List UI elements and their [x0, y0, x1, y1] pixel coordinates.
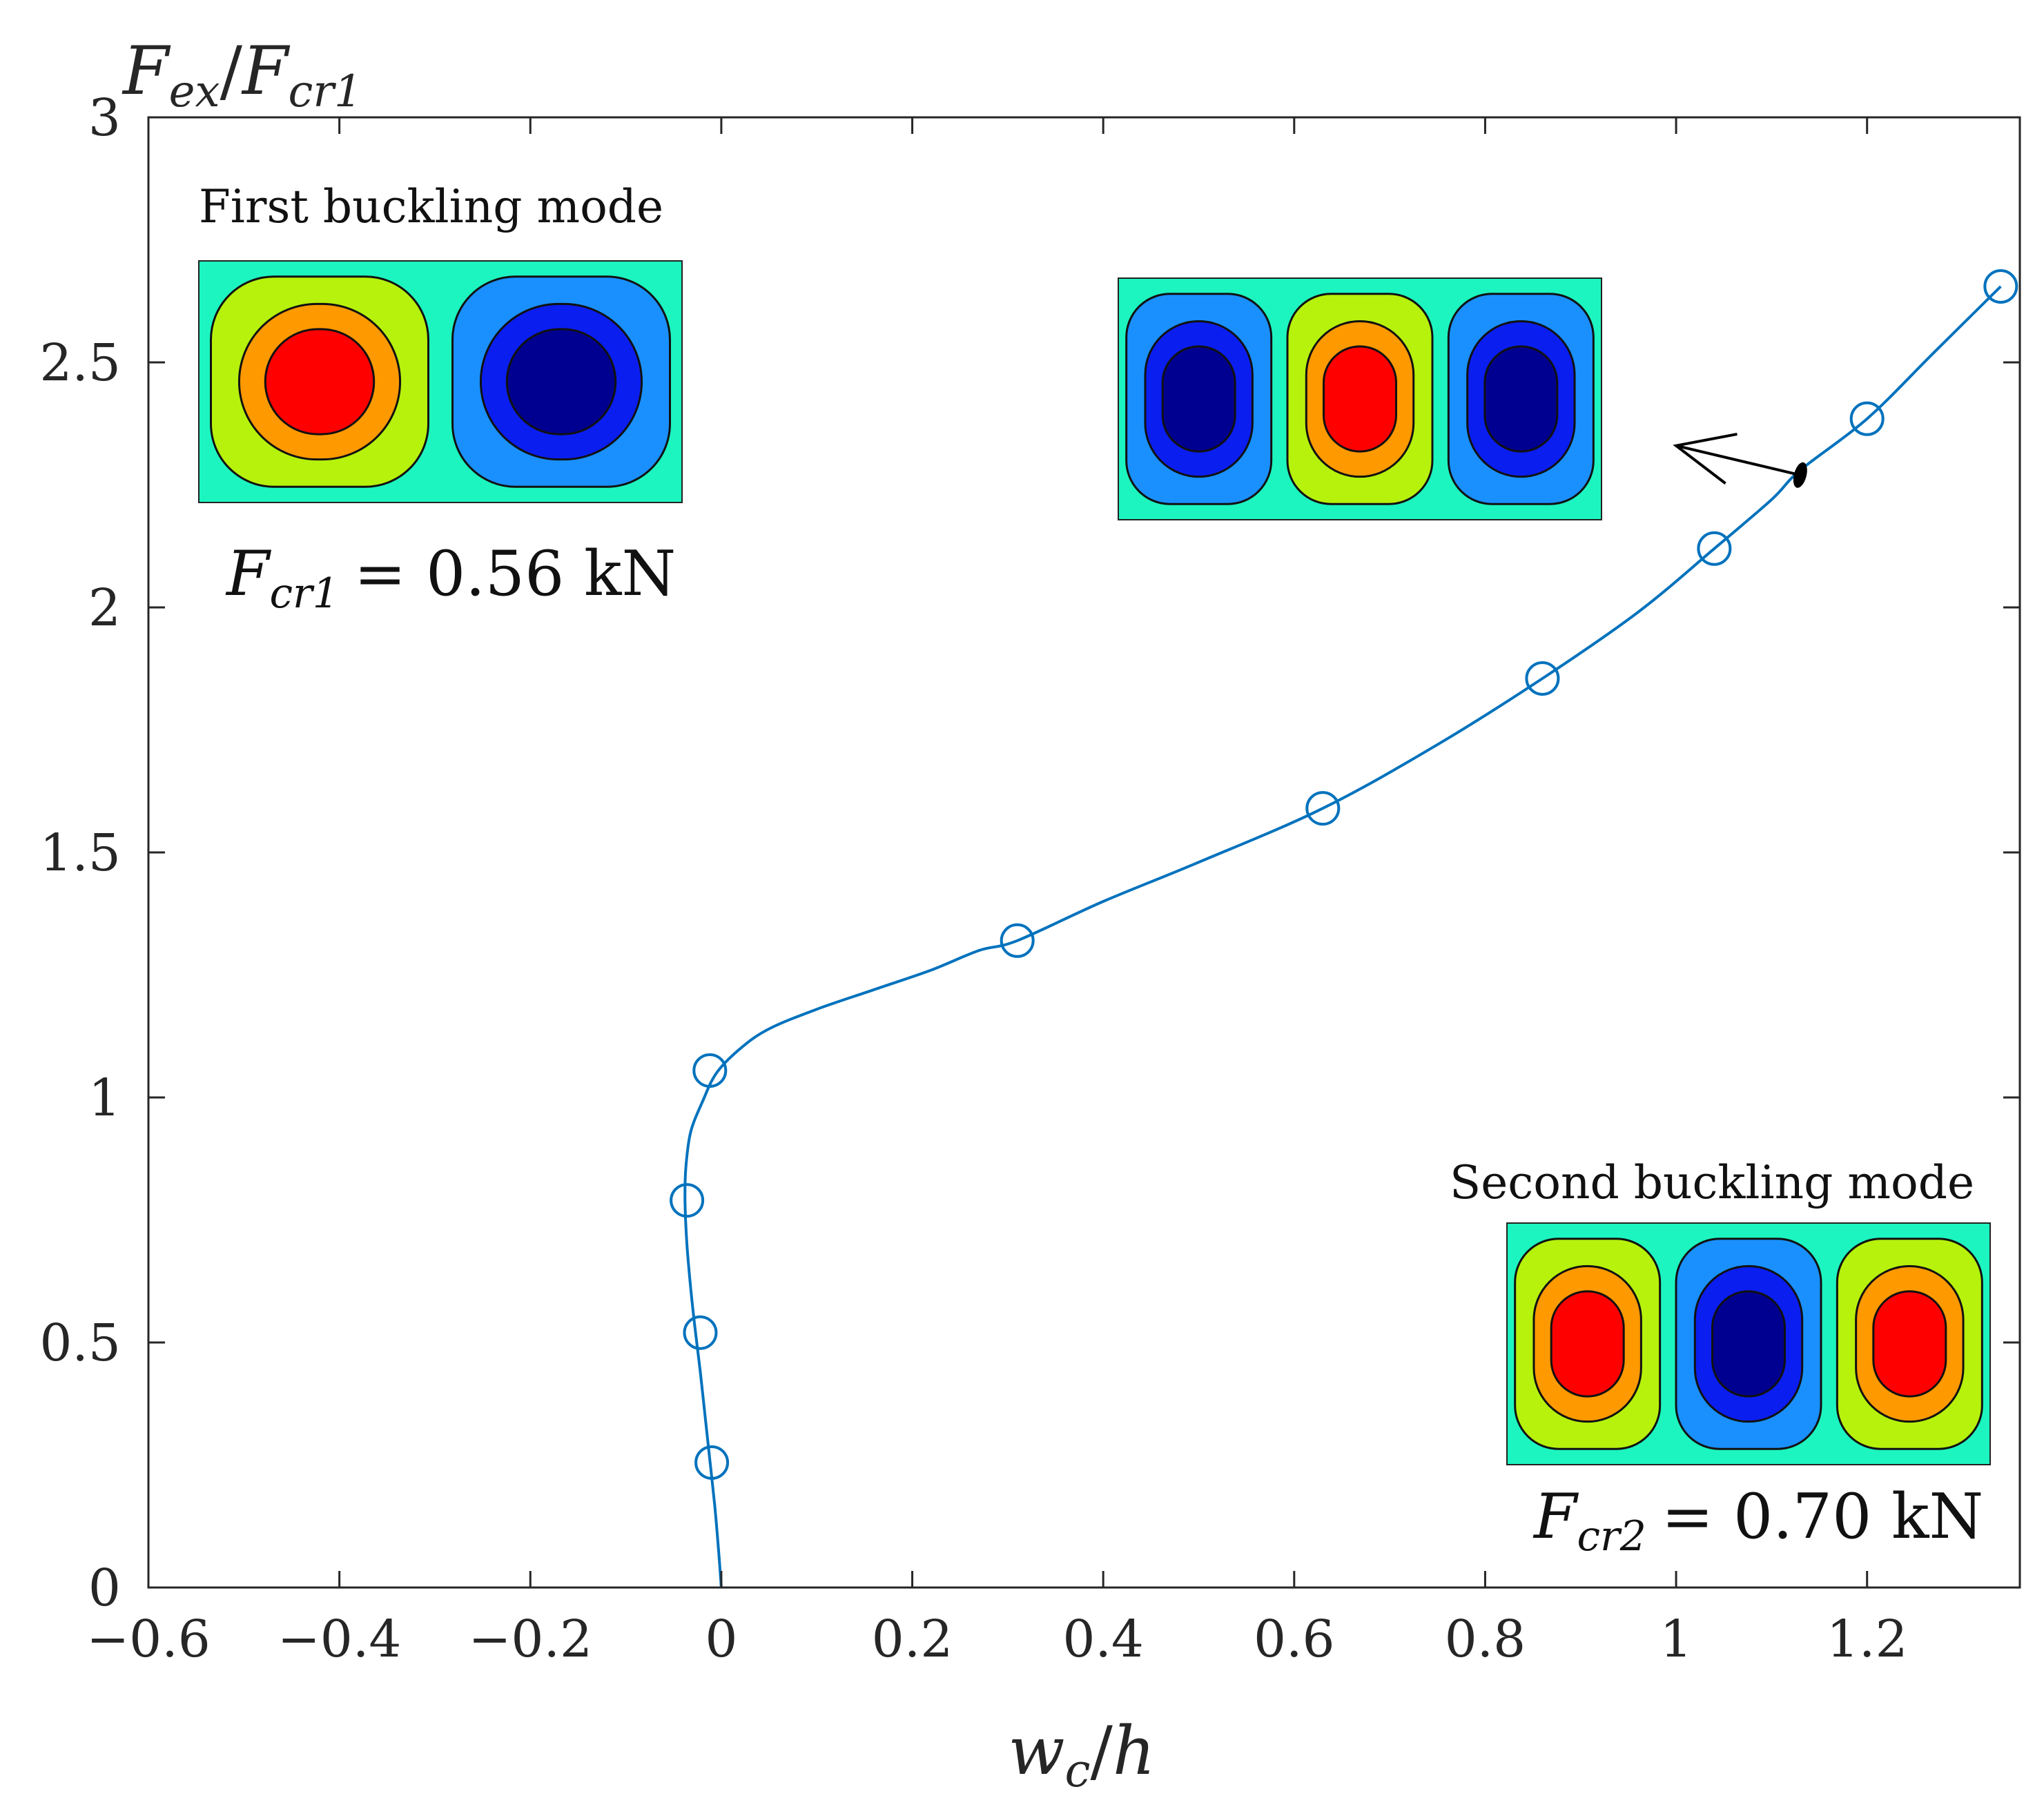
second-mode-contour-inset — [1506, 1222, 1991, 1465]
contour-band — [1483, 345, 1559, 453]
y-tick-label: 3 — [88, 88, 121, 148]
y-tick-label: 0.5 — [39, 1313, 121, 1373]
x-tick-label: 0.4 — [1062, 1610, 1144, 1669]
post-buckling-mode-contour-inset — [1118, 277, 1602, 520]
data-marker — [1983, 268, 2018, 304]
data-marker — [1000, 923, 1035, 958]
x-tick-label: 1 — [1660, 1610, 1693, 1669]
x-tick-label: −0.4 — [278, 1610, 402, 1669]
x-tick-label: 0 — [705, 1610, 737, 1669]
contour-band — [264, 328, 376, 436]
x-tick-label: 1.2 — [1827, 1610, 1908, 1669]
first-mode-contour-inset — [198, 260, 683, 503]
y-tick-label: 0 — [88, 1559, 121, 1618]
data-marker — [1697, 531, 1732, 566]
arrow-origin-point — [1793, 462, 1807, 488]
load-deflection-curve — [683, 285, 2002, 1588]
data-marker — [670, 1183, 705, 1218]
x-tick-label: −0.6 — [86, 1610, 211, 1669]
contour-band — [1872, 1290, 1947, 1398]
contour-band — [1550, 1290, 1625, 1398]
contour-band — [1711, 1290, 1786, 1398]
first-mode-critical-load: Fcr1 = 0.56 kN — [225, 538, 676, 618]
mode-pointer-arrow — [1673, 432, 1807, 488]
data-marker — [692, 1053, 728, 1088]
data-marker — [1849, 401, 1885, 436]
y-tick-label: 2 — [88, 578, 121, 638]
y-axis-ticks: 0 0.5 1 1.5 2 2.5 3 — [39, 88, 2020, 1618]
second-mode-title: Second buckling mode — [1450, 1156, 1974, 1209]
x-tick-label: 0.8 — [1445, 1610, 1526, 1669]
data-marker — [694, 1445, 730, 1480]
y-tick-label: 2.5 — [39, 333, 121, 393]
first-mode-title: First buckling mode — [199, 180, 663, 233]
data-marker — [1305, 791, 1341, 826]
x-tick-label: −0.2 — [468, 1610, 592, 1669]
arrow-head — [1673, 432, 1738, 485]
contour-band — [505, 328, 617, 436]
data-marker — [683, 1315, 718, 1350]
second-mode-critical-load: Fcr2 = 0.70 kN — [1532, 1481, 1983, 1561]
arrow-shaft — [1675, 444, 1801, 477]
data-markers — [670, 268, 2018, 1480]
y-axis-label: Fex/Fcr1 — [121, 32, 362, 117]
y-tick-label: 1.5 — [39, 823, 121, 883]
contour-band — [1161, 345, 1236, 453]
x-tick-label: 0.6 — [1254, 1610, 1335, 1669]
contour-band — [1323, 345, 1397, 453]
data-marker — [1525, 661, 1560, 696]
x-axis-ticks: −0.6 −0.4 −0.2 0 0.2 0.4 0.6 0.8 1 1.2 — [86, 117, 1908, 1669]
x-tick-label: 0.2 — [872, 1610, 953, 1669]
y-tick-label: 1 — [88, 1068, 121, 1128]
